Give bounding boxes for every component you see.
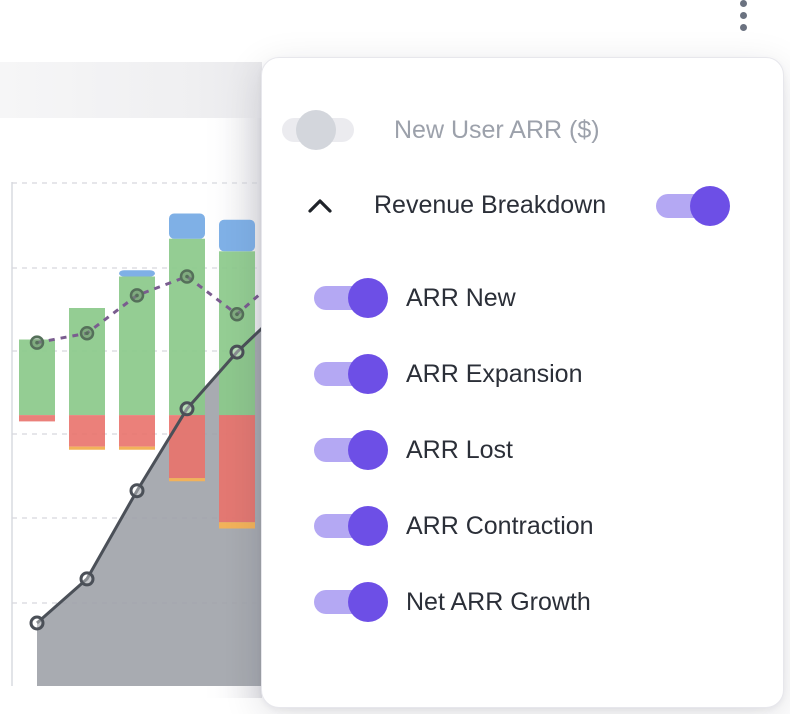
arr-expansion-toggle[interactable]: [314, 354, 390, 394]
bar-arr-lost: [119, 415, 155, 447]
cumulative-point: [229, 344, 245, 360]
bar-arr-contraction: [219, 522, 255, 529]
chevron-up-icon[interactable]: [306, 195, 334, 215]
toggle-knob: [348, 354, 388, 394]
new-user-arr-row[interactable]: New User ARR ($): [282, 110, 600, 150]
chart-header-shade: [0, 62, 262, 118]
toggle-knob: [348, 430, 388, 470]
bar-arr-lost: [19, 415, 55, 422]
arr-new-label: ARR New: [406, 283, 516, 312]
bar-arr-expansion: [19, 339, 55, 416]
arr-new-toggle[interactable]: [314, 278, 390, 318]
bar-arr-expansion: [219, 251, 255, 416]
net-arr-growth-label: Net ARR Growth: [406, 587, 591, 616]
bar-arr-new: [219, 219, 255, 252]
arr-lost-toggle[interactable]: [314, 430, 390, 470]
kebab-dot: [739, 0, 747, 7]
cumulative-area: [37, 328, 262, 686]
arr-expansion-row[interactable]: ARR Expansion: [314, 354, 582, 394]
bar-arr-expansion: [69, 308, 105, 416]
cumulative-point: [29, 615, 45, 631]
cumulative-point: [179, 401, 195, 417]
kebab-dot: [739, 24, 747, 31]
bar-arr-lost: [69, 415, 105, 447]
bar-arr-new: [169, 213, 205, 239]
toggle-knob: [690, 186, 730, 226]
net-arr-growth-point-center: [35, 340, 39, 345]
cumulative-point: [79, 571, 95, 587]
bar-arr-contraction: [169, 478, 205, 482]
bar-arr-lost: [169, 415, 205, 479]
bar-arr-contraction: [69, 446, 105, 450]
bar-arr-lost: [219, 415, 255, 523]
cumulative-point: [129, 483, 145, 499]
bar-arr-expansion: [169, 238, 205, 416]
arr-lost-label: ARR Lost: [406, 435, 513, 464]
net-arr-growth-row[interactable]: Net ARR Growth: [314, 582, 591, 622]
bar-arr-new: [119, 270, 155, 277]
new-user-arr-toggle[interactable]: [282, 110, 358, 150]
net-arr-growth-point-center: [85, 331, 89, 336]
toggle-knob: [348, 278, 388, 318]
more-options-kebab-icon[interactable]: [730, 0, 756, 34]
net-arr-growth-point-center: [185, 274, 189, 279]
net-arr-growth-point-center: [135, 293, 139, 298]
toggle-knob: [348, 506, 388, 546]
revenue-breakdown-toggle[interactable]: [656, 186, 732, 226]
arr-contraction-label: ARR Contraction: [406, 511, 594, 540]
arr-new-row[interactable]: ARR New: [314, 278, 516, 318]
net-arr-growth-point-center: [235, 312, 239, 317]
series-visibility-menu: New User ARR ($) Revenue Breakdown ARR N…: [261, 57, 784, 708]
bar-arr-contraction: [119, 446, 155, 450]
new-user-arr-label: New User ARR ($): [394, 115, 600, 144]
revenue-breakdown-label: Revenue Breakdown: [374, 191, 607, 219]
kebab-dot: [739, 12, 747, 19]
toggle-knob: [296, 110, 336, 150]
toggle-knob: [348, 582, 388, 622]
net-arr-growth-toggle[interactable]: [314, 582, 390, 622]
arr-expansion-label: ARR Expansion: [406, 359, 583, 388]
arr-lost-row[interactable]: ARR Lost: [314, 430, 513, 470]
arr-contraction-toggle[interactable]: [314, 506, 390, 546]
arr-contraction-row[interactable]: ARR Contraction: [314, 506, 594, 546]
